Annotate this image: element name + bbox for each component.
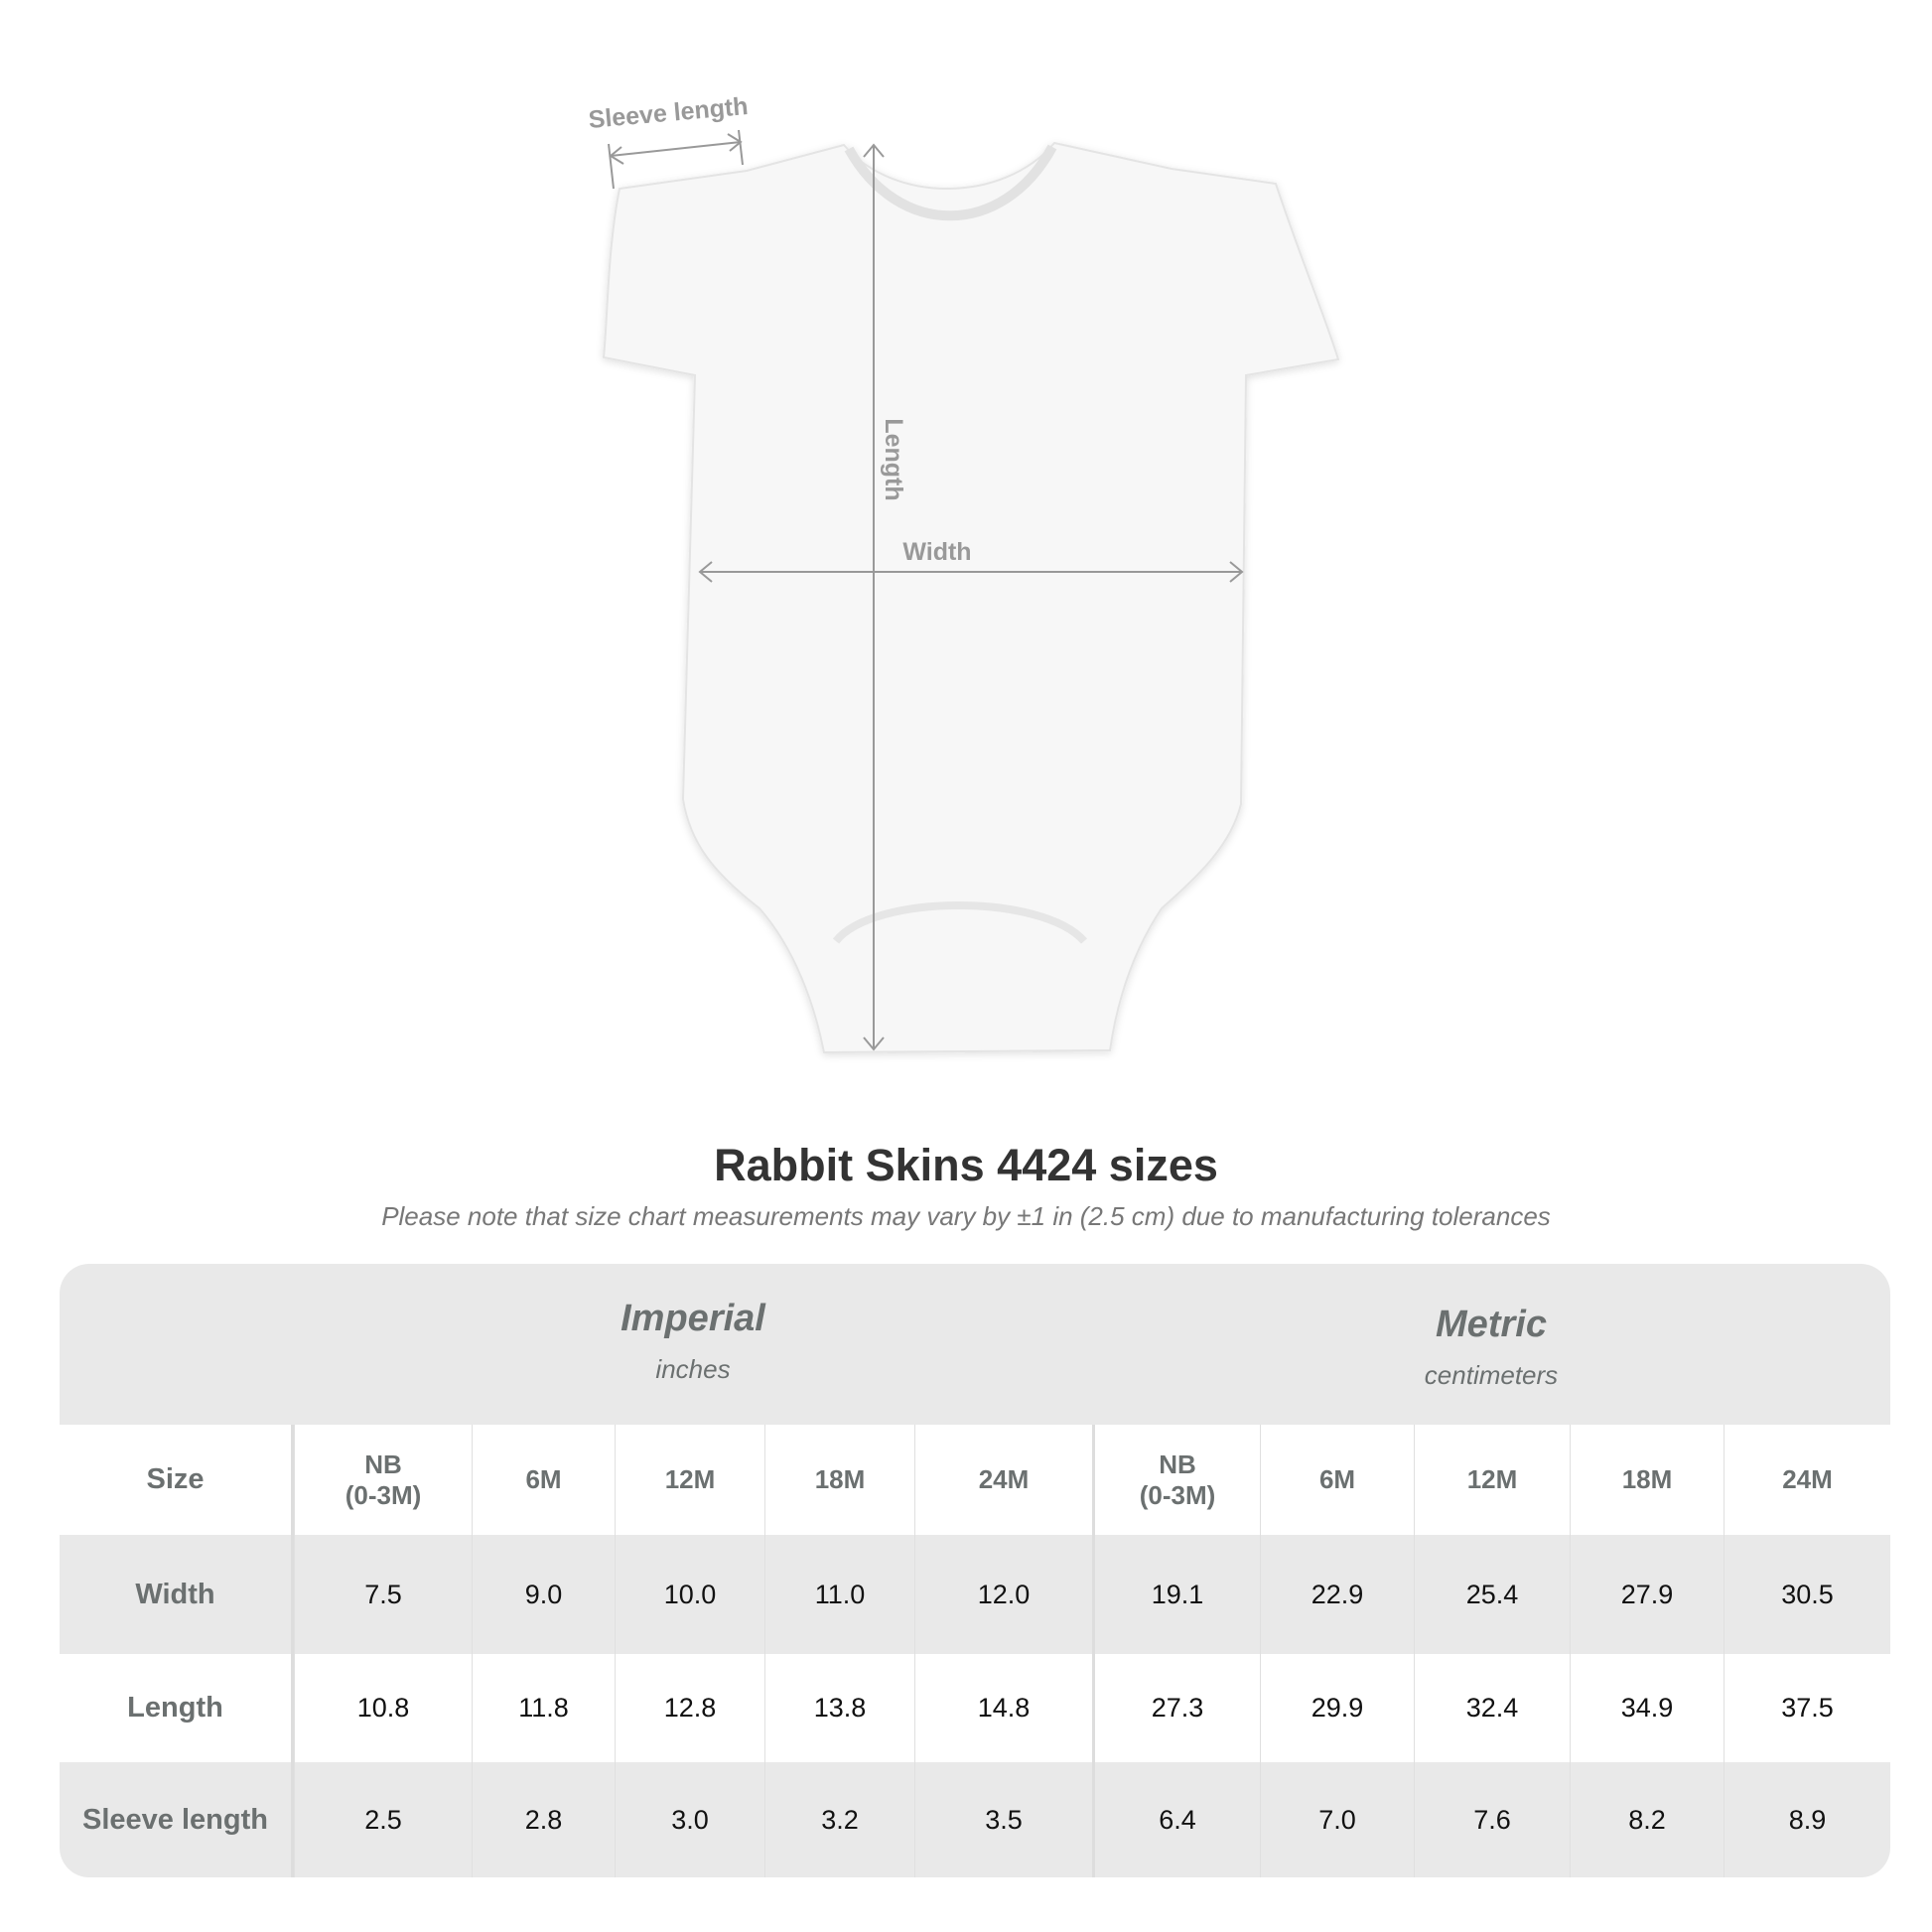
size-header-cell: 24M xyxy=(1724,1425,1890,1535)
value-cell: 3.2 xyxy=(764,1762,914,1877)
page-title: Rabbit Skins 4424 sizes xyxy=(714,1140,1218,1190)
value-cell: 37.5 xyxy=(1724,1654,1890,1762)
value-cell: 7.0 xyxy=(1260,1762,1414,1877)
imperial-title: Imperial xyxy=(621,1298,765,1339)
value-cell: 14.8 xyxy=(914,1654,1092,1762)
value-cell: 12.8 xyxy=(615,1654,764,1762)
value-cell: 12.0 xyxy=(914,1535,1092,1654)
width-arrow xyxy=(698,561,1244,583)
value-cell: 11.0 xyxy=(764,1535,914,1654)
value-cell: 34.9 xyxy=(1570,1654,1724,1762)
value-cell: 8.2 xyxy=(1570,1762,1724,1877)
value-cell: 2.5 xyxy=(294,1762,472,1877)
size-header-cell: 12M xyxy=(615,1425,764,1535)
width-label: Width xyxy=(902,538,971,566)
value-cell: 3.5 xyxy=(914,1762,1092,1877)
unit-header-band xyxy=(60,1264,1890,1425)
value-cell: 7.6 xyxy=(1414,1762,1570,1877)
metric-title: Metric xyxy=(1436,1304,1547,1345)
value-cell: 32.4 xyxy=(1414,1654,1570,1762)
sleeve-arrow xyxy=(608,129,744,190)
size-header-cell: 6M xyxy=(1260,1425,1414,1535)
size-header-cell: 12M xyxy=(1414,1425,1570,1535)
size-header-cell: NB (0-3M) xyxy=(1092,1425,1260,1535)
value-cell: 13.8 xyxy=(764,1654,914,1762)
length-arrow xyxy=(863,143,885,1051)
value-cell: 7.5 xyxy=(294,1535,472,1654)
row-label: Sleeve length xyxy=(60,1762,294,1877)
size-table: Imperial inches Metric centimeters Size N… xyxy=(60,1264,1890,1877)
table-row: Width 7.5 9.0 10.0 11.0 12.0 19.1 22.9 25.4 27.9 3… xyxy=(60,1535,1890,1654)
value-cell: 22.9 xyxy=(1260,1535,1414,1654)
length-label: Length xyxy=(880,418,907,500)
value-cell: 19.1 xyxy=(1092,1535,1260,1654)
onesie-diagram: Sleeve length Length Width xyxy=(588,92,1340,1054)
value-cell: 30.5 xyxy=(1724,1535,1890,1654)
value-cell: 9.0 xyxy=(472,1535,615,1654)
value-cell: 10.0 xyxy=(615,1535,764,1654)
value-cell: 8.9 xyxy=(1724,1762,1890,1877)
value-cell: 3.0 xyxy=(615,1762,764,1877)
sleeve-length-label: Sleeve length xyxy=(588,92,750,134)
size-header-row: Size NB (0-3M) 6M 12M 18M 24M NB (0-3M) 6M 12M 18… xyxy=(60,1425,1890,1535)
row-label: Width xyxy=(60,1535,294,1654)
value-cell: 11.8 xyxy=(472,1654,615,1762)
tolerance-note: Please note that size chart measurements… xyxy=(381,1201,1551,1231)
size-header-cell: NB (0-3M) xyxy=(294,1425,472,1535)
value-cell: 27.9 xyxy=(1570,1535,1724,1654)
size-header-cell: 18M xyxy=(1570,1425,1724,1535)
row-label: Size xyxy=(60,1425,294,1535)
imperial-unit: inches xyxy=(655,1354,731,1384)
size-header-cell: 24M xyxy=(914,1425,1092,1535)
table-row: Length 10.8 11.8 12.8 13.8 14.8 27.3 29.9 32.4 34… xyxy=(60,1654,1890,1762)
value-cell: 27.3 xyxy=(1092,1654,1260,1762)
metric-group-header: Metric centimeters xyxy=(1092,1304,1890,1391)
metric-unit: centimeters xyxy=(1424,1360,1559,1390)
row-label: Length xyxy=(60,1654,294,1762)
table-row: Sleeve length 2.5 2.8 3.0 3.2 3.5 6.4 7.0 7.6 8.2… xyxy=(60,1762,1890,1877)
value-cell: 25.4 xyxy=(1414,1535,1570,1654)
imperial-group-header: Imperial inches xyxy=(294,1298,1092,1385)
value-cell: 2.8 xyxy=(472,1762,615,1877)
value-cell: 29.9 xyxy=(1260,1654,1414,1762)
size-header-cell: 18M xyxy=(764,1425,914,1535)
onesie-image xyxy=(602,141,1340,1054)
value-cell: 10.8 xyxy=(294,1654,472,1762)
size-header-cell: 6M xyxy=(472,1425,615,1535)
value-cell: 6.4 xyxy=(1092,1762,1260,1877)
